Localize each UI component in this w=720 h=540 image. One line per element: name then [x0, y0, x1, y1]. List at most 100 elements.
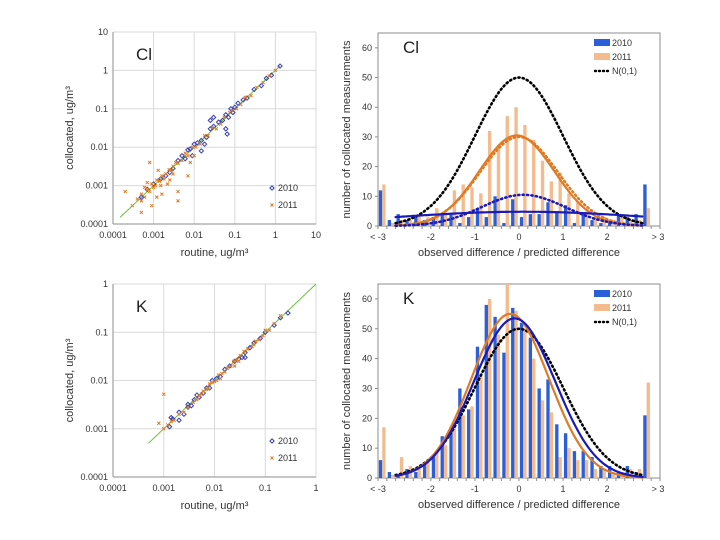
bar-2010: [572, 223, 577, 226]
data-point-2011: [165, 423, 170, 427]
data-point-2011: [160, 192, 164, 196]
curve-fit-2010: [394, 317, 644, 478]
legend-label: N(0,1): [612, 66, 637, 76]
data-point-2011: [149, 182, 154, 186]
bar-2010: [537, 214, 541, 226]
data-point-2011: [163, 172, 168, 176]
data-point-2010: [247, 344, 253, 351]
x-tick-label: 0: [516, 232, 521, 242]
bar-2011: [532, 139, 536, 226]
bar-2010: [405, 220, 409, 226]
data-point-2011: [228, 364, 233, 368]
data-point-2010: [157, 176, 164, 182]
bar-2011: [611, 472, 615, 478]
bar-2011: [549, 181, 554, 226]
data-point-2011: [191, 400, 196, 405]
legend-swatch-2010: [594, 290, 610, 297]
x-tick-label: 2: [605, 232, 610, 242]
bar-2011: [452, 190, 457, 226]
data-point-2010: [222, 126, 229, 132]
y-tick-label: 0.0001: [80, 219, 108, 229]
y-tick-label: 20: [362, 162, 372, 172]
data-point-2011: [210, 125, 215, 130]
bar-2010: [634, 472, 638, 478]
data-point-2011: [151, 185, 156, 190]
data-point-2010: [194, 392, 200, 398]
x-tick-label: 0.0001: [99, 230, 127, 240]
bar-2010: [475, 346, 480, 478]
data-point-2011: [142, 195, 147, 200]
data-point-2011: [238, 102, 243, 107]
y-tick-label: 10: [362, 443, 372, 453]
data-point-2011: [176, 189, 180, 194]
data-point-2011: [234, 106, 239, 111]
bar-2010: [422, 220, 427, 226]
bar-2011: [417, 214, 421, 226]
data-point-2011: [263, 328, 268, 333]
data-point-2010: [138, 194, 145, 200]
bar-2010: [581, 451, 585, 478]
data-point-2010: [225, 114, 232, 121]
bar-2010: [484, 217, 488, 226]
bar-2011: [576, 202, 580, 226]
data-point-2011: [161, 426, 166, 431]
bar-2010: [616, 214, 621, 226]
bar-2010: [643, 415, 647, 478]
bar-2010: [502, 352, 506, 478]
data-point-2011: [249, 93, 253, 98]
bar-2011: [628, 469, 633, 478]
bar-2011: [435, 451, 439, 478]
data-point-2011: [231, 359, 236, 364]
bar-2010: [467, 217, 471, 226]
y-axis-label: number of collocated measurements: [341, 292, 353, 470]
bar-2010: [475, 208, 480, 226]
data-point-2011: [149, 203, 154, 208]
data-point-2011: [195, 397, 199, 402]
data-point-2011: [194, 145, 198, 150]
data-point-2011: [154, 178, 159, 182]
bar-2010: [422, 463, 427, 478]
x-tick-label: < -3: [370, 484, 386, 494]
bar-2010: [599, 223, 603, 226]
legend-marker-2010: [269, 438, 275, 444]
x-tick-label: 2: [605, 484, 610, 494]
panel-label: Cl: [136, 45, 152, 64]
data-point-2011: [176, 161, 180, 166]
x-tick-label: -1: [471, 484, 479, 494]
bar-2011: [584, 211, 589, 226]
data-point-2011: [255, 85, 259, 90]
data-point-2011: [222, 115, 227, 120]
bar-2011: [443, 445, 448, 478]
data-point-2010: [198, 137, 205, 144]
bar-2010: [563, 205, 568, 226]
data-point-2011: [139, 199, 144, 203]
data-point-2010: [207, 126, 214, 132]
cl-scatter-chart: 0.0001 0.001 0.01 0.1 1 10 0.0001 0.001 0.01 0.1 1…: [64, 27, 321, 259]
bar-2010: [387, 472, 392, 478]
bar-2011: [646, 382, 650, 478]
data-point-2011: [206, 133, 210, 138]
data-point-2011: [130, 203, 135, 208]
data-point-2011: [190, 145, 195, 150]
bar-2011: [567, 448, 571, 478]
bar-2011: [646, 208, 650, 226]
legend-label: 2010: [278, 183, 298, 193]
cl-hist-chart: 0 10 20 30 40 50 60 < -3 -2 -1 0 1 2 > 3 Cl 2010 2011 N(0…: [341, 32, 664, 259]
panel-label: K: [403, 289, 415, 308]
bar-2010: [449, 427, 453, 478]
y-tick-label: 0: [367, 473, 372, 483]
data-point-2010: [179, 152, 185, 159]
bar-2010: [528, 214, 533, 226]
bar-2010: [643, 184, 647, 226]
y-tick-label: 20: [362, 413, 372, 423]
x-tick-label: 0.01: [185, 230, 203, 240]
data-point-2011: [154, 195, 159, 200]
data-point-2011: [173, 160, 178, 165]
y-tick-label: 0.1: [95, 104, 108, 114]
data-point-2011: [227, 110, 232, 115]
y-tick-label: 10: [362, 191, 372, 201]
data-point-2010: [176, 417, 182, 424]
data-point-2011: [207, 382, 212, 386]
legend-swatch-2010: [594, 39, 610, 46]
data-point-2011: [232, 364, 237, 368]
